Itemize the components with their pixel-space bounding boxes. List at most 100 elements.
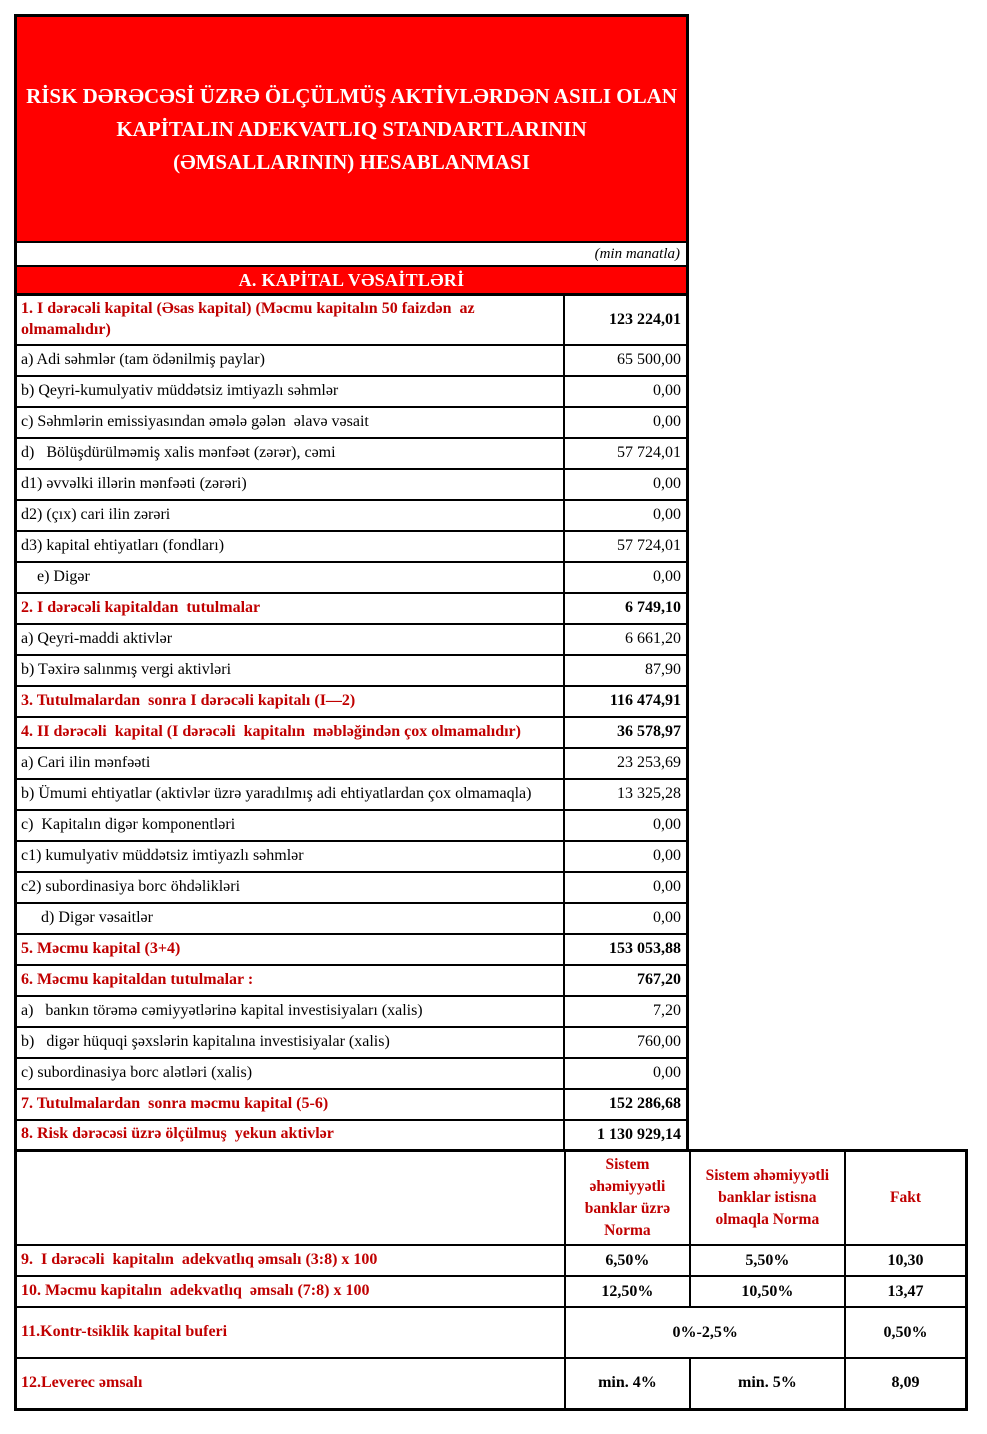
row-value: 0,00: [562, 560, 689, 594]
column-header-norm-excluding: Sistem əhəmiyyətli banklar istisna olmaq…: [688, 1149, 847, 1247]
row-value: 87,90: [562, 653, 689, 687]
table-row: d2) (çıx) cari ilin zərəri 0,00: [14, 498, 689, 532]
row-label: b) Ümumi ehtiyatlar (aktivlər üzrə yarad…: [14, 777, 565, 811]
column-header-norm-systemic: Sistem əhəmiyyətli banklar üzrə Norma: [564, 1149, 691, 1247]
table-row: 2. I dərəcəli kapitaldan tutulmalar 6 749…: [14, 591, 689, 625]
row-value: 23 253,69: [562, 746, 689, 780]
row-value: 0,00: [562, 870, 689, 904]
row-value: 0,00: [562, 1056, 689, 1090]
table-row: 12.Leverec əmsalı min. 4% min. 5% 8,09: [14, 1357, 968, 1411]
table-row: a) Cari ilin mənfəəti 23 253,69: [14, 746, 689, 780]
row-value: 6 749,10: [562, 591, 689, 625]
capital-adequacy-report: RİSK DƏRƏCƏSİ ÜZRƏ ÖLÇÜLMÜŞ AKTİVLƏRDƏN …: [14, 14, 968, 1411]
row-value: 153 053,88: [562, 932, 689, 966]
row-label: 1. I dərəcəli kapital (Əsas kapital) (Mə…: [14, 293, 565, 346]
row-value: 767,20: [562, 963, 689, 997]
row-value: 6 661,20: [562, 622, 689, 656]
row-label: d) Digər vəsaitlər: [14, 901, 565, 935]
row-value: 13 325,28: [562, 777, 689, 811]
table-row: a) Qeyri-maddi aktivlər 6 661,20: [14, 622, 689, 656]
table-row: 10. Məcmu kapitalın adekvatlıq əmsalı (7…: [14, 1275, 968, 1309]
row-label: d1) əvvəlki illərin mənfəəti (zərəri): [14, 467, 565, 501]
row-norm-systemic-value: 12,50%: [564, 1275, 691, 1309]
row-label: b) Qeyri-kumulyativ müddətsiz imtiyazlı …: [14, 374, 565, 408]
table-row: d1) əvvəlki illərin mənfəəti (zərəri) 0,0…: [14, 467, 689, 501]
row-norm-excluding-value: min. 5%: [688, 1357, 847, 1411]
row-label: 10. Məcmu kapitalın adekvatlıq əmsalı (7…: [14, 1275, 567, 1309]
ratio-header-empty-cell: [14, 1149, 567, 1247]
row-norm-excluding-value: 5,50%: [688, 1244, 847, 1278]
table-row: 5. Məcmu kapital (3+4) 153 053,88: [14, 932, 689, 966]
row-label: 3. Tutulmalardan sonra I dərəcəli kapita…: [14, 684, 565, 718]
table-row: c) Səhmlərin emissiyasından əmələ gələn …: [14, 405, 689, 439]
row-label: c) Səhmlərin emissiyasından əmələ gələn …: [14, 405, 565, 439]
table-row: 9. I dərəcəli kapitalın adekvatlıq əmsal…: [14, 1244, 968, 1278]
table-row: c2) subordinasiya borc öhdəlikləri 0,00: [14, 870, 689, 904]
row-value: 123 224,01: [562, 293, 689, 346]
row-fakt-value: 13,47: [844, 1275, 968, 1309]
ratio-header-row: Sistem əhəmiyyətli banklar üzrə Norma Si…: [14, 1149, 968, 1247]
row-value: 0,00: [562, 374, 689, 408]
row-label: 5. Məcmu kapital (3+4): [14, 932, 565, 966]
row-value: 760,00: [562, 1025, 689, 1059]
table-row: 7. Tutulmalardan sonra məcmu kapital (5-…: [14, 1087, 689, 1121]
table-row: d3) kapital ehtiyatları (fondları) 57 724…: [14, 529, 689, 563]
table-row: c) Kapitalın digər komponentləri 0,00: [14, 808, 689, 842]
row-label: a) bankın törəmə cəmiyyətlərinə kapital …: [14, 994, 565, 1028]
row-norm-systemic-value: 6,50%: [564, 1244, 691, 1278]
row-label: c) subordinasiya borc alətləri (xalis): [14, 1056, 565, 1090]
table-row: 6. Məcmu kapitaldan tutulmalar :767,20: [14, 963, 689, 997]
row-value: 0,00: [562, 405, 689, 439]
row-value: 57 724,01: [562, 436, 689, 470]
row-value: 116 474,91: [562, 684, 689, 718]
table-row: 11.Kontr-tsiklik kapital buferi 0%-2,5% 0,…: [14, 1306, 968, 1360]
row-value: 57 724,01: [562, 529, 689, 563]
table-row: d) Bölüşdürülməmiş xalis mənfəət (zərər)…: [14, 436, 689, 470]
table-row: b) digər hüquqi şəxslərin kapitalına inv…: [14, 1025, 689, 1059]
report-title-line: KAPİTALIN ADEKVATLIQ STANDARTLARININ: [116, 116, 587, 141]
row-label: a) Cari ilin mənfəəti: [14, 746, 565, 780]
row-value: 7,20: [562, 994, 689, 1028]
row-value: 36 578,97: [562, 715, 689, 749]
row-value: 152 286,68: [562, 1087, 689, 1121]
row-label: c1) kumulyativ müddətsiz imtiyazlı səhml…: [14, 839, 565, 873]
unit-note: (min manatla): [594, 245, 680, 262]
row-label: d) Bölüşdürülməmiş xalis mənfəət (zərər)…: [14, 436, 565, 470]
row-norm-excluding-value: 10,50%: [688, 1275, 847, 1309]
row-label: e) Digər: [14, 560, 565, 594]
column-header-fakt: Fakt: [844, 1149, 968, 1247]
section-a-banner: A. KAPİTAL VƏSAİTLƏRİ: [17, 267, 686, 293]
table-row: e) Digər 0,00: [14, 560, 689, 594]
table-row: 1. I dərəcəli kapital (Əsas kapital) (Mə…: [14, 293, 689, 346]
row-value: 0,00: [562, 901, 689, 935]
row-label: 9. I dərəcəli kapitalın adekvatlıq əmsal…: [14, 1244, 567, 1278]
report-title-line: RİSK DƏRƏCƏSİ ÜZRƏ ÖLÇÜLMÜŞ AKTİVLƏRDƏN …: [26, 83, 677, 108]
table-row: a) bankın törəmə cəmiyyətlərinə kapital …: [14, 994, 689, 1028]
row-label: a) Adi səhmlər (tam ödənilmiş paylar): [14, 343, 565, 377]
row-label: 4. II dərəcəli kapital (I dərəcəli kapit…: [14, 715, 565, 749]
report-title-banner: RİSK DƏRƏCƏSİ ÜZRƏ ÖLÇÜLMÜŞ AKTİVLƏRDƏN …: [17, 17, 686, 243]
table-row: d) Digər vəsaitlər 0,00: [14, 901, 689, 935]
row-label: c2) subordinasiya borc öhdəlikləri: [14, 870, 565, 904]
row-label: b) digər hüquqi şəxslərin kapitalına inv…: [14, 1025, 565, 1059]
table-row: a) Adi səhmlər (tam ödənilmiş paylar) 65 …: [14, 343, 689, 377]
row-value: 0,00: [562, 839, 689, 873]
row-label: 12.Leverec əmsalı: [14, 1357, 567, 1411]
row-value: 65 500,00: [562, 343, 689, 377]
row-value: 0,00: [562, 467, 689, 501]
row-fakt-value: 8,09: [844, 1357, 968, 1411]
row-norm-systemic-value: min. 4%: [564, 1357, 691, 1411]
report-header-block: RİSK DƏRƏCƏSİ ÜZRƏ ÖLÇÜLMÜŞ AKTİVLƏRDƏN …: [14, 14, 689, 296]
row-label: d3) kapital ehtiyatları (fondları): [14, 529, 565, 563]
table-row: 4. II dərəcəli kapital (I dərəcəli kapit…: [14, 715, 689, 749]
row-label: 8. Risk dərəcəsi üzrə ölçülmuş yekun akt…: [14, 1118, 565, 1152]
row-norm-merged-value: 0%-2,5%: [564, 1306, 847, 1360]
table-row: 8. Risk dərəcəsi üzrə ölçülmuş yekun akt…: [14, 1118, 689, 1152]
row-label: a) Qeyri-maddi aktivlər: [14, 622, 565, 656]
row-value: 1 130 929,14: [562, 1118, 689, 1152]
ratio-table: Sistem əhəmiyyətli banklar üzrə Norma Si…: [14, 1149, 968, 1411]
table-row: 3. Tutulmalardan sonra I dərəcəli kapita…: [14, 684, 689, 718]
row-label: 6. Məcmu kapitaldan tutulmalar :: [14, 963, 565, 997]
row-value: 0,00: [562, 808, 689, 842]
capital-table: 1. I dərəcəli kapital (Əsas kapital) (Mə…: [14, 293, 689, 1153]
